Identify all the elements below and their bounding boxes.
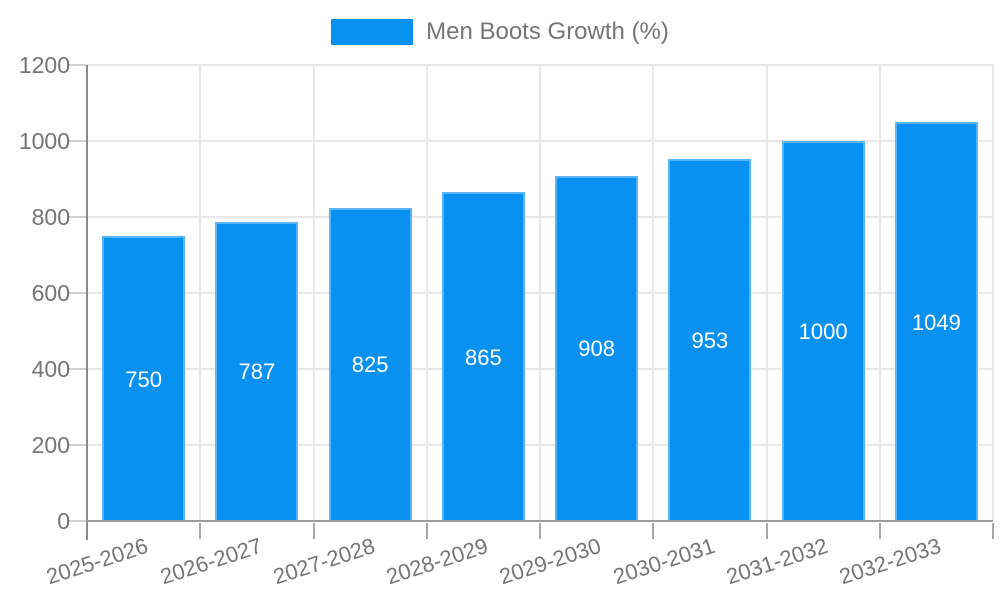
bar[interactable]: 750 <box>102 236 186 521</box>
x-tick <box>539 523 541 539</box>
x-axis-tick-label: 2026-2027 <box>156 533 265 590</box>
bar-value-label: 750 <box>125 366 162 392</box>
legend: Men Boots Growth (%) <box>0 17 1000 47</box>
gridline-vertical <box>539 65 541 521</box>
bar-value-label: 865 <box>465 344 502 370</box>
gridline-vertical <box>992 65 994 521</box>
y-axis-line <box>86 65 88 540</box>
y-axis-tick-label: 200 <box>31 432 70 458</box>
x-axis-tick-label: 2028-2029 <box>383 533 492 590</box>
x-axis-tick-label: 2029-2030 <box>496 533 605 590</box>
x-tick <box>312 523 315 539</box>
y-tick <box>68 140 86 142</box>
bar[interactable]: 787 <box>215 221 299 521</box>
bar-value-label: 1000 <box>798 319 848 344</box>
x-axis-tick-label: 2025-2026 <box>43 533 152 590</box>
y-axis-tick-label: 600 <box>31 280 70 306</box>
x-axis-tick-label: 2027-2028 <box>270 533 378 590</box>
y-axis-tick-label: 1000 <box>18 128 70 154</box>
gridline-vertical <box>312 65 315 521</box>
x-tick <box>652 523 655 539</box>
x-axis-tick-label: 2031-2032 <box>723 533 831 590</box>
x-tick <box>992 523 994 539</box>
y-tick <box>68 216 86 218</box>
bar-value-label: 787 <box>238 359 276 385</box>
bar-value-label: 1049 <box>911 309 961 335</box>
x-axis-line <box>87 520 993 522</box>
bar-value-label: 908 <box>578 336 615 362</box>
bar[interactable]: 865 <box>441 192 525 521</box>
x-tick <box>878 523 881 539</box>
x-tick <box>425 523 428 539</box>
gridline-vertical <box>199 65 202 521</box>
legend-item[interactable]: Men Boots Growth (%) <box>331 17 669 47</box>
gridline-vertical <box>652 65 655 521</box>
y-tick <box>68 64 86 66</box>
bar[interactable]: 825 <box>328 207 412 521</box>
legend-swatch-icon <box>331 19 414 45</box>
gridline-vertical <box>878 65 881 521</box>
legend-label: Men Boots Growth (%) <box>426 18 669 45</box>
y-axis-tick-label: 800 <box>31 204 70 230</box>
y-axis-tick-label: 1200 <box>18 52 70 78</box>
bar[interactable]: 1049 <box>894 122 978 521</box>
gridline-vertical <box>765 65 768 521</box>
y-tick <box>68 368 86 370</box>
bar-value-label: 825 <box>351 352 389 378</box>
y-tick <box>68 520 86 522</box>
plot-area: 750 787 825 865 908 953 1000 1049 <box>68 64 994 540</box>
y-axis-tick-label: 400 <box>31 356 70 382</box>
bar-value-label: 953 <box>691 327 729 353</box>
gridline-vertical <box>425 65 428 521</box>
bar[interactable]: 1000 <box>781 141 865 521</box>
bar[interactable]: 908 <box>555 175 639 521</box>
x-axis-tick-label: 2030-2031 <box>609 533 718 590</box>
y-tick <box>68 292 86 294</box>
x-tick <box>765 523 768 539</box>
x-axis-tick-label: 2032-2033 <box>836 533 945 590</box>
x-tick <box>199 523 202 539</box>
bar[interactable]: 953 <box>668 158 752 521</box>
y-tick <box>68 444 86 446</box>
